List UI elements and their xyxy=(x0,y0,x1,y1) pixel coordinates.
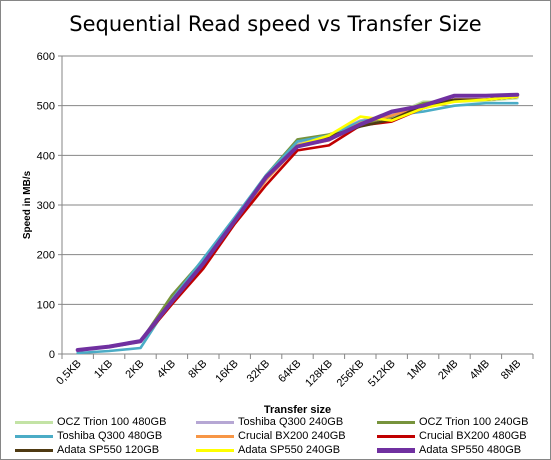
x-tick-label: 4KB xyxy=(155,358,178,381)
legend-swatch xyxy=(15,420,53,424)
x-tick-label: 8MB xyxy=(499,358,523,382)
y-tick-label: 600 xyxy=(37,51,55,63)
legend-label: OCZ Trion 100 240GB xyxy=(419,416,529,428)
x-tick-label: 128KB xyxy=(303,358,335,390)
chart-legend: OCZ Trion 100 480GB Toshiba Q300 240GB OCZ… xyxy=(0,413,551,457)
legend-label: Crucial BX200 480GB xyxy=(419,430,527,442)
legend-label: OCZ Trion 100 480GB xyxy=(57,416,167,428)
series-line xyxy=(76,95,519,352)
series-line xyxy=(76,95,519,352)
legend-swatch xyxy=(15,434,53,438)
legend-label: Crucial BX200 240GB xyxy=(238,430,346,442)
series-line xyxy=(76,95,519,352)
legend-item: Adata SP550 120GB xyxy=(15,443,159,457)
x-tick-label: 4MB xyxy=(468,358,492,382)
series-line xyxy=(76,95,519,352)
y-tick-label: 100 xyxy=(37,299,55,311)
legend-label: Adata SP550 120GB xyxy=(57,444,160,456)
y-tick-label: 400 xyxy=(37,150,55,162)
legend-item: Adata SP550 480GB xyxy=(377,443,521,457)
legend-swatch xyxy=(15,448,53,452)
y-tick-label: 0 xyxy=(49,349,55,361)
series-line xyxy=(76,95,519,352)
legend-swatch xyxy=(377,434,415,438)
gridlines xyxy=(62,55,533,305)
x-tick-label: 0,5KB xyxy=(54,358,84,388)
legend-item: OCZ Trion 100 480GB xyxy=(15,415,166,429)
series-line xyxy=(76,101,519,355)
legend-label: Toshiba Q300 240GB xyxy=(238,416,344,428)
legend-item: Toshiba Q300 480GB xyxy=(15,429,162,443)
x-tick-label: 8KB xyxy=(186,358,209,381)
series-line xyxy=(75,92,520,352)
y-tick-label: 500 xyxy=(37,101,55,113)
legend-label: Adata SP550 240GB xyxy=(238,444,341,456)
legend-label: Adata SP550 480GB xyxy=(419,444,522,456)
x-tick-label: 32KB xyxy=(245,358,273,386)
x-tick-label: 2KB xyxy=(123,358,146,381)
x-tick-label: 64KB xyxy=(276,358,304,386)
legend-item: Toshiba Q300 240GB xyxy=(196,415,343,429)
y-tick-label: 200 xyxy=(37,250,55,262)
series-line xyxy=(76,96,519,352)
y-axis-title: Speed in MB/s xyxy=(22,170,33,239)
legend-swatch xyxy=(377,420,415,424)
legend-swatch xyxy=(377,447,415,453)
legend-item: OCZ Trion 100 240GB xyxy=(377,415,528,429)
x-tick-label: 2MB xyxy=(436,358,460,382)
chart-title: Sequential Read speed vs Transfer Size xyxy=(69,12,482,36)
legend-swatch xyxy=(196,448,234,452)
x-tick-label: 256KB xyxy=(335,358,367,390)
series-line xyxy=(76,95,519,352)
x-tick-label: 1MB xyxy=(405,358,429,382)
x-tick-label: 512KB xyxy=(366,358,398,390)
legend-item: Crucial BX200 240GB xyxy=(196,429,346,443)
x-axis-title: Transfer size xyxy=(264,404,331,416)
y-tick-label: 300 xyxy=(37,200,55,212)
x-tick-label: 1KB xyxy=(92,358,115,381)
legend-label: Toshiba Q300 480GB xyxy=(57,430,163,442)
legend-swatch xyxy=(196,420,234,424)
legend-item: Adata SP550 240GB xyxy=(196,443,340,457)
axes xyxy=(58,55,534,359)
legend-swatch xyxy=(196,434,234,438)
series-lines xyxy=(75,92,520,355)
legend-item: Crucial BX200 480GB xyxy=(377,429,527,443)
x-tick-label: 16KB xyxy=(213,358,241,386)
